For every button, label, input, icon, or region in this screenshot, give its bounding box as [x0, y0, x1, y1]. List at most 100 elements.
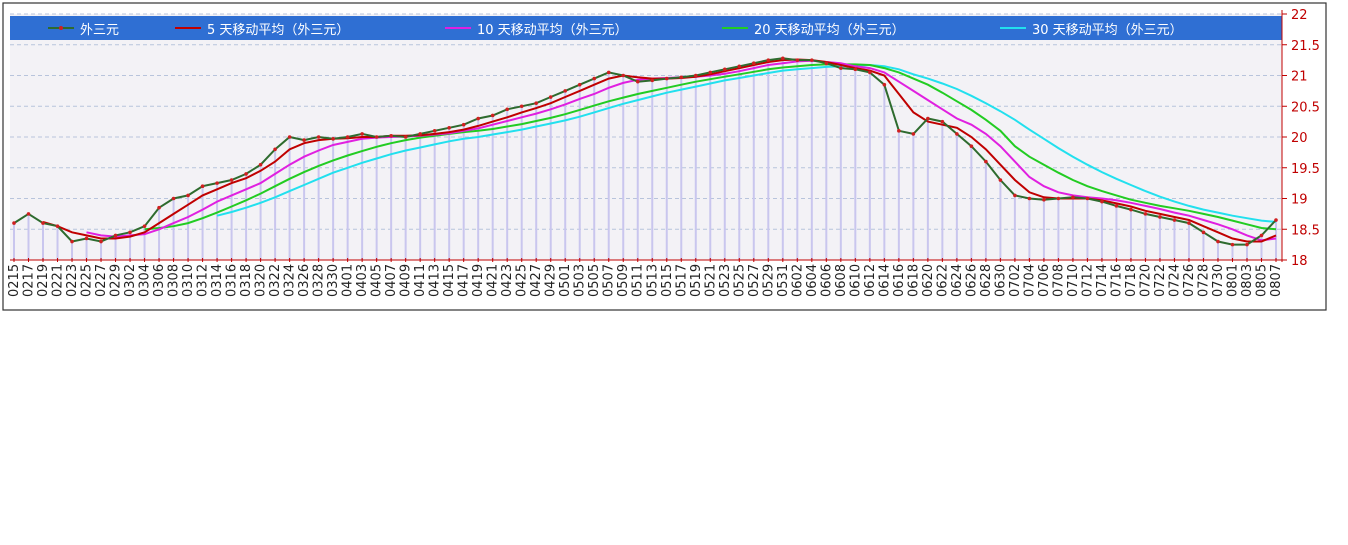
data-point [1114, 204, 1119, 208]
data-point [1143, 212, 1148, 216]
x-tick-label: 0215 [7, 264, 22, 297]
data-point [679, 75, 684, 80]
x-tick-label: 0513 [645, 264, 660, 297]
x-tick-label: 0602 [790, 264, 805, 297]
data-point [563, 89, 568, 93]
data-point [128, 230, 132, 235]
data-point [592, 76, 597, 81]
data-point [1027, 196, 1032, 201]
data-point [215, 181, 219, 185]
data-point [273, 147, 277, 152]
data-point [795, 58, 800, 62]
x-tick-label: 0227 [94, 264, 109, 297]
data-point [1158, 215, 1162, 219]
x-tick-label: 0604 [805, 264, 820, 297]
x-tick-label: 0803 [1240, 264, 1255, 297]
y-tick-label: 22 [1291, 8, 1308, 23]
x-tick-label: 0429 [544, 264, 559, 297]
x-tick-label: 0702 [1008, 264, 1023, 297]
x-tick-label: 0531 [776, 264, 791, 297]
y-tick-label: 19.5 [1291, 162, 1320, 177]
data-point [476, 116, 480, 121]
x-tick-label: 0401 [341, 264, 356, 297]
data-point [157, 205, 161, 210]
data-point [1259, 233, 1264, 238]
x-tick-label: 0724 [1167, 264, 1182, 297]
x-tick-label: 0704 [1022, 264, 1037, 297]
x-tick-label: 0712 [1080, 264, 1095, 297]
data-point [926, 116, 930, 121]
x-tick-label: 0523 [718, 264, 733, 297]
x-tick-label: 0511 [631, 264, 646, 297]
x-tick-label: 0801 [1225, 264, 1240, 297]
legend-label: 30 天移动平均（外三元） [1032, 23, 1183, 38]
data-point [70, 239, 74, 244]
data-point [432, 129, 437, 133]
data-point [41, 221, 45, 225]
x-tick-label: 0221 [51, 264, 66, 297]
data-point [1042, 197, 1046, 202]
data-point [26, 212, 31, 216]
data-point [824, 61, 829, 65]
fill-bars [13, 58, 1277, 260]
x-tick-label: 0219 [36, 264, 51, 297]
x-tick-label: 0415 [442, 264, 457, 297]
x-tick-label: 0314 [210, 264, 225, 297]
data-point [577, 82, 582, 87]
x-tick-label: 0217 [22, 264, 37, 297]
x-tick-label: 0229 [109, 264, 124, 297]
data-point [1230, 242, 1235, 247]
data-point [244, 172, 248, 176]
data-point [84, 236, 89, 241]
legend-label: 20 天移动平均（外三元） [754, 23, 905, 38]
x-tick-label: 0720 [1138, 264, 1153, 297]
x-tick-label: 0616 [892, 264, 907, 297]
x-tick-label: 0708 [1051, 264, 1066, 297]
x-tick-label: 0606 [819, 264, 834, 297]
x-tick-label: 0612 [863, 264, 878, 297]
x-tick-label: 0417 [457, 264, 472, 297]
data-point [490, 113, 495, 118]
x-tick-label: 0225 [80, 264, 95, 297]
legend-label: 10 天移动平均（外三元） [477, 23, 628, 38]
data-point [766, 58, 771, 62]
data-point [302, 138, 306, 142]
x-tick-label: 0730 [1211, 264, 1226, 297]
data-point [722, 67, 727, 72]
x-tick-label: 0722 [1153, 264, 1168, 297]
data-point [693, 73, 698, 78]
data-point [331, 137, 335, 141]
x-tick-label: 0419 [471, 264, 486, 297]
data-point [534, 101, 539, 105]
x-tick-label: 0324 [283, 264, 298, 297]
data-point [708, 70, 713, 75]
x-tick-label: 0807 [1269, 264, 1284, 297]
data-point [55, 224, 60, 228]
data-point [200, 184, 205, 188]
data-point [955, 132, 959, 136]
data-point [621, 73, 626, 78]
x-tick-label: 0318 [239, 264, 254, 297]
legend-dot [59, 26, 63, 30]
x-tick-label: 0503 [573, 264, 588, 297]
data-point [882, 82, 887, 87]
data-point [969, 144, 974, 149]
x-tick-label: 0223 [65, 264, 80, 297]
x-tick-label: 0316 [225, 264, 240, 297]
data-point [839, 66, 843, 70]
x-tick-label: 0302 [123, 264, 138, 297]
x-tick-label: 0425 [515, 264, 530, 297]
x-tick-label: 0527 [747, 264, 762, 297]
data-point [1201, 230, 1206, 235]
data-point [810, 58, 814, 62]
data-point [635, 79, 640, 84]
x-tick-label: 0726 [1182, 264, 1197, 297]
x-tick-label: 0405 [370, 264, 385, 297]
data-point [1013, 193, 1017, 198]
data-point [287, 135, 292, 139]
data-point [1129, 207, 1133, 212]
x-tick-label: 0409 [399, 264, 414, 297]
data-point [1216, 239, 1220, 244]
